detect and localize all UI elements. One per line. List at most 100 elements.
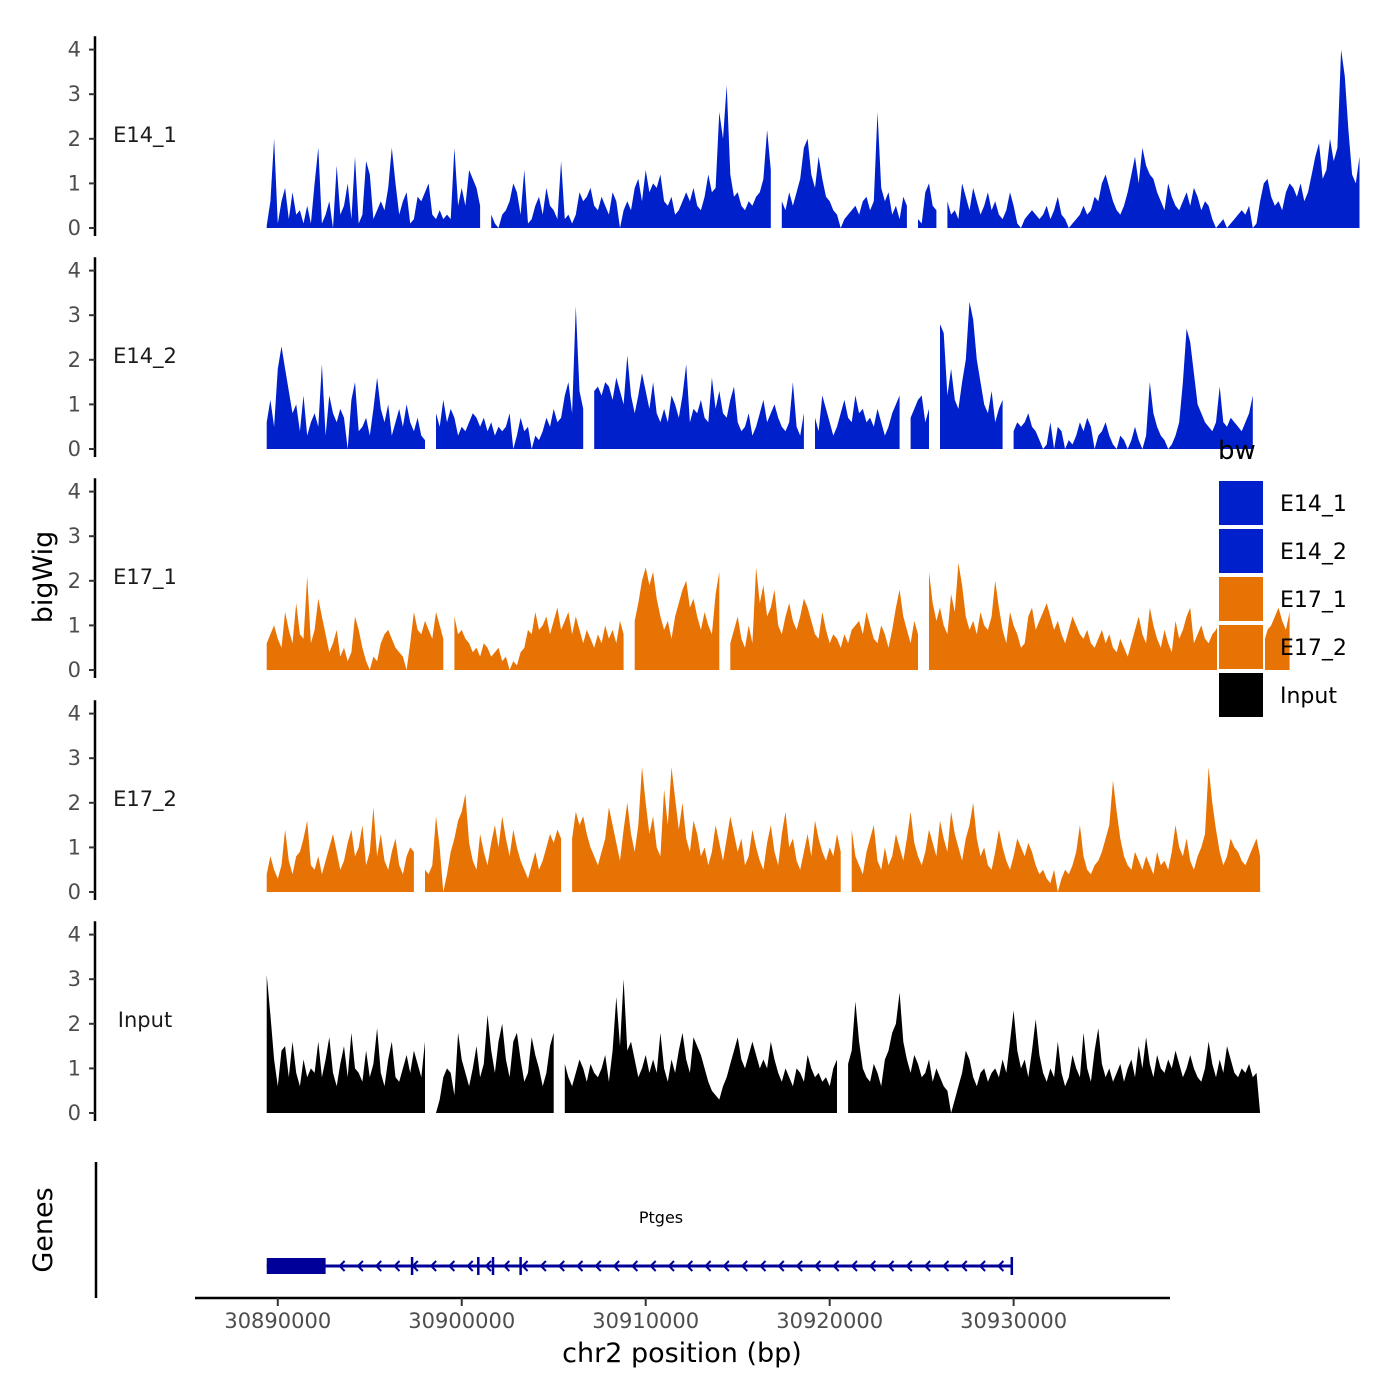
strand-arrow	[795, 1260, 803, 1272]
strand-arrow	[868, 1260, 877, 1272]
strand-arrow	[813, 1260, 822, 1272]
y-tick-label: 0	[68, 216, 81, 240]
strand-arrow	[667, 1260, 675, 1272]
y-tick-label: 0	[68, 437, 81, 461]
legend-swatch-E14_2	[1217, 527, 1265, 575]
y-tick-label: 1	[68, 835, 81, 859]
x-tick-label: 30910000	[592, 1309, 699, 1333]
strand-arrow	[447, 1260, 456, 1272]
y-tick-label: 0	[68, 1101, 81, 1125]
signal-tracks: 0 1 2 3 4 E14_1 0 1 2 3 4 E14_2 0 1 2 3 4 E17_1 0 1 2 3 4 E17_2…	[68, 36, 1360, 1125]
strand-arrow	[887, 1260, 895, 1272]
x-axis-title: chr2 position (bp)	[562, 1338, 802, 1369]
y-tick-label: 2	[68, 1012, 81, 1036]
y-tick-label: 1	[68, 392, 81, 416]
y-tick-label: 1	[68, 1056, 81, 1080]
strand-arrow	[466, 1260, 474, 1272]
strand-arrow	[722, 1260, 730, 1272]
y-tick-label: 3	[68, 524, 81, 548]
signal-area-E17_2	[266, 767, 1261, 892]
strand-arrow	[484, 1260, 492, 1272]
legend-label-E14_1: E14_1	[1280, 492, 1347, 517]
legend-label-Input: Input	[1280, 684, 1337, 709]
y-tick-label: 4	[68, 38, 81, 62]
x-tick-label: 30900000	[408, 1309, 515, 1333]
track-label: E17_2	[113, 787, 177, 812]
signal-area-E14_1	[266, 49, 1360, 228]
y-tick-label: 2	[68, 348, 81, 372]
gene-name-label: Ptges	[639, 1208, 683, 1227]
strand-arrow	[429, 1260, 437, 1272]
legend-label-E17_2: E17_2	[1280, 636, 1347, 661]
strand-arrow	[740, 1260, 748, 1272]
strand-arrow	[356, 1260, 364, 1272]
strand-arrow	[777, 1260, 785, 1272]
strand-arrow	[557, 1260, 565, 1272]
legend-title: bw	[1218, 436, 1256, 466]
x-axis: 30890000 30900000 30910000 30920000 30930000	[195, 1296, 1170, 1333]
x-tick-label: 30930000	[960, 1309, 1067, 1333]
y-tick-label: 0	[68, 880, 81, 904]
legend: bw E14_1 E14_2 E17_1 E17_2 Input	[1217, 436, 1347, 719]
track-Input: 0 1 2 3 4 Input	[68, 921, 1261, 1125]
y-tick-label: 2	[68, 791, 81, 815]
x-tick-label: 30890000	[224, 1309, 331, 1333]
strand-arrow	[521, 1260, 529, 1272]
strand-arrow	[539, 1260, 547, 1272]
y-axis-title: bigWig	[28, 531, 59, 624]
track-E14_2: 0 1 2 3 4 E14_2	[68, 257, 1253, 461]
y-tick-label: 3	[68, 303, 81, 327]
legend-swatch-E17_1	[1217, 575, 1265, 623]
y-tick-label: 3	[68, 82, 81, 106]
strand-arrow	[685, 1260, 694, 1272]
signal-area-E14_2	[266, 301, 1253, 449]
track-label: E14_2	[113, 344, 177, 369]
y-tick-label: 1	[68, 171, 81, 195]
track-E17_1: 0 1 2 3 4 E17_1	[68, 478, 1290, 682]
strand-arrow	[996, 1260, 1005, 1272]
legend-swatch-Input	[1217, 671, 1265, 719]
strand-arrow	[850, 1260, 858, 1272]
strand-arrow	[905, 1260, 913, 1272]
y-tick-label: 4	[68, 923, 81, 947]
strand-arrow	[502, 1260, 511, 1272]
strand-arrow	[832, 1260, 840, 1272]
genes-axis-title: Genes	[28, 1187, 59, 1272]
y-tick-label: 4	[68, 702, 81, 726]
strand-arrow	[759, 1260, 767, 1272]
strand-arrow	[338, 1260, 346, 1272]
y-tick-label: 3	[68, 746, 81, 770]
track-label: Input	[118, 1008, 172, 1032]
strand-arrow	[594, 1260, 602, 1272]
strand-arrow	[576, 1260, 584, 1272]
y-tick-label: 2	[68, 127, 81, 151]
strand-arrow	[649, 1260, 657, 1272]
signal-area-E17_1	[266, 540, 1290, 670]
strand-arrow	[942, 1260, 950, 1272]
strand-arrow	[393, 1260, 401, 1272]
legend-label-E17_1: E17_1	[1280, 588, 1347, 613]
strand-arrow	[411, 1260, 419, 1272]
track-label: E14_1	[113, 123, 177, 148]
y-tick-label: 4	[68, 259, 81, 283]
y-tick-label: 2	[68, 569, 81, 593]
gene-utr-block	[266, 1258, 326, 1274]
track-E17_2: 0 1 2 3 4 E17_2	[68, 700, 1261, 904]
strand-arrow	[923, 1260, 931, 1272]
signal-area-Input	[266, 974, 1261, 1113]
gene-track: Genes Ptges	[28, 1162, 1014, 1298]
strand-arrow	[978, 1260, 986, 1272]
strand-arrow	[960, 1260, 968, 1272]
track-label: E17_1	[113, 565, 177, 590]
x-tick-label: 30920000	[776, 1309, 883, 1333]
strand-arrow	[612, 1260, 620, 1272]
legend-swatch-E17_2	[1217, 623, 1265, 671]
strand-arrow	[704, 1260, 712, 1272]
legend-swatch-E14_1	[1217, 479, 1265, 527]
strand-arrow	[374, 1260, 382, 1272]
y-tick-label: 3	[68, 967, 81, 991]
legend-label-E14_2: E14_2	[1280, 540, 1347, 565]
strand-arrow	[630, 1260, 639, 1272]
y-tick-label: 0	[68, 658, 81, 682]
